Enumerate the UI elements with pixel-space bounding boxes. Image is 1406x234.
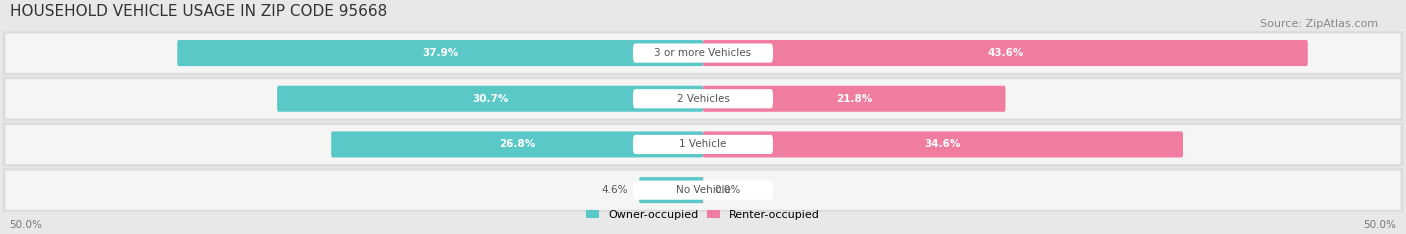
FancyBboxPatch shape <box>6 171 1400 210</box>
Text: 26.8%: 26.8% <box>499 139 536 150</box>
FancyBboxPatch shape <box>3 77 1403 121</box>
Text: No Vehicle: No Vehicle <box>675 185 731 195</box>
FancyBboxPatch shape <box>633 135 773 154</box>
FancyBboxPatch shape <box>6 33 1400 73</box>
Text: 50.0%: 50.0% <box>10 220 42 230</box>
FancyBboxPatch shape <box>3 168 1403 212</box>
Text: 43.6%: 43.6% <box>987 48 1024 58</box>
FancyBboxPatch shape <box>703 40 1308 66</box>
FancyBboxPatch shape <box>277 86 703 112</box>
Text: 0.0%: 0.0% <box>714 185 741 195</box>
FancyBboxPatch shape <box>703 132 1182 157</box>
FancyBboxPatch shape <box>177 40 703 66</box>
Legend: Owner-occupied, Renter-occupied: Owner-occupied, Renter-occupied <box>581 205 825 224</box>
FancyBboxPatch shape <box>633 181 773 200</box>
FancyBboxPatch shape <box>702 177 704 203</box>
Text: 1 Vehicle: 1 Vehicle <box>679 139 727 150</box>
FancyBboxPatch shape <box>6 79 1400 118</box>
FancyBboxPatch shape <box>640 177 703 203</box>
FancyBboxPatch shape <box>6 125 1400 164</box>
Text: 2 Vehicles: 2 Vehicles <box>676 94 730 104</box>
Text: Source: ZipAtlas.com: Source: ZipAtlas.com <box>1260 19 1378 29</box>
FancyBboxPatch shape <box>3 123 1403 166</box>
FancyBboxPatch shape <box>3 31 1403 75</box>
Text: 3 or more Vehicles: 3 or more Vehicles <box>654 48 752 58</box>
Text: 4.6%: 4.6% <box>602 185 628 195</box>
Text: HOUSEHOLD VEHICLE USAGE IN ZIP CODE 95668: HOUSEHOLD VEHICLE USAGE IN ZIP CODE 9566… <box>10 4 387 19</box>
FancyBboxPatch shape <box>633 44 773 63</box>
Text: 50.0%: 50.0% <box>1364 220 1396 230</box>
Text: 34.6%: 34.6% <box>925 139 962 150</box>
Text: 37.9%: 37.9% <box>422 48 458 58</box>
FancyBboxPatch shape <box>703 86 1005 112</box>
FancyBboxPatch shape <box>633 89 773 108</box>
FancyBboxPatch shape <box>332 132 703 157</box>
Text: 21.8%: 21.8% <box>837 94 872 104</box>
Text: 30.7%: 30.7% <box>472 94 509 104</box>
